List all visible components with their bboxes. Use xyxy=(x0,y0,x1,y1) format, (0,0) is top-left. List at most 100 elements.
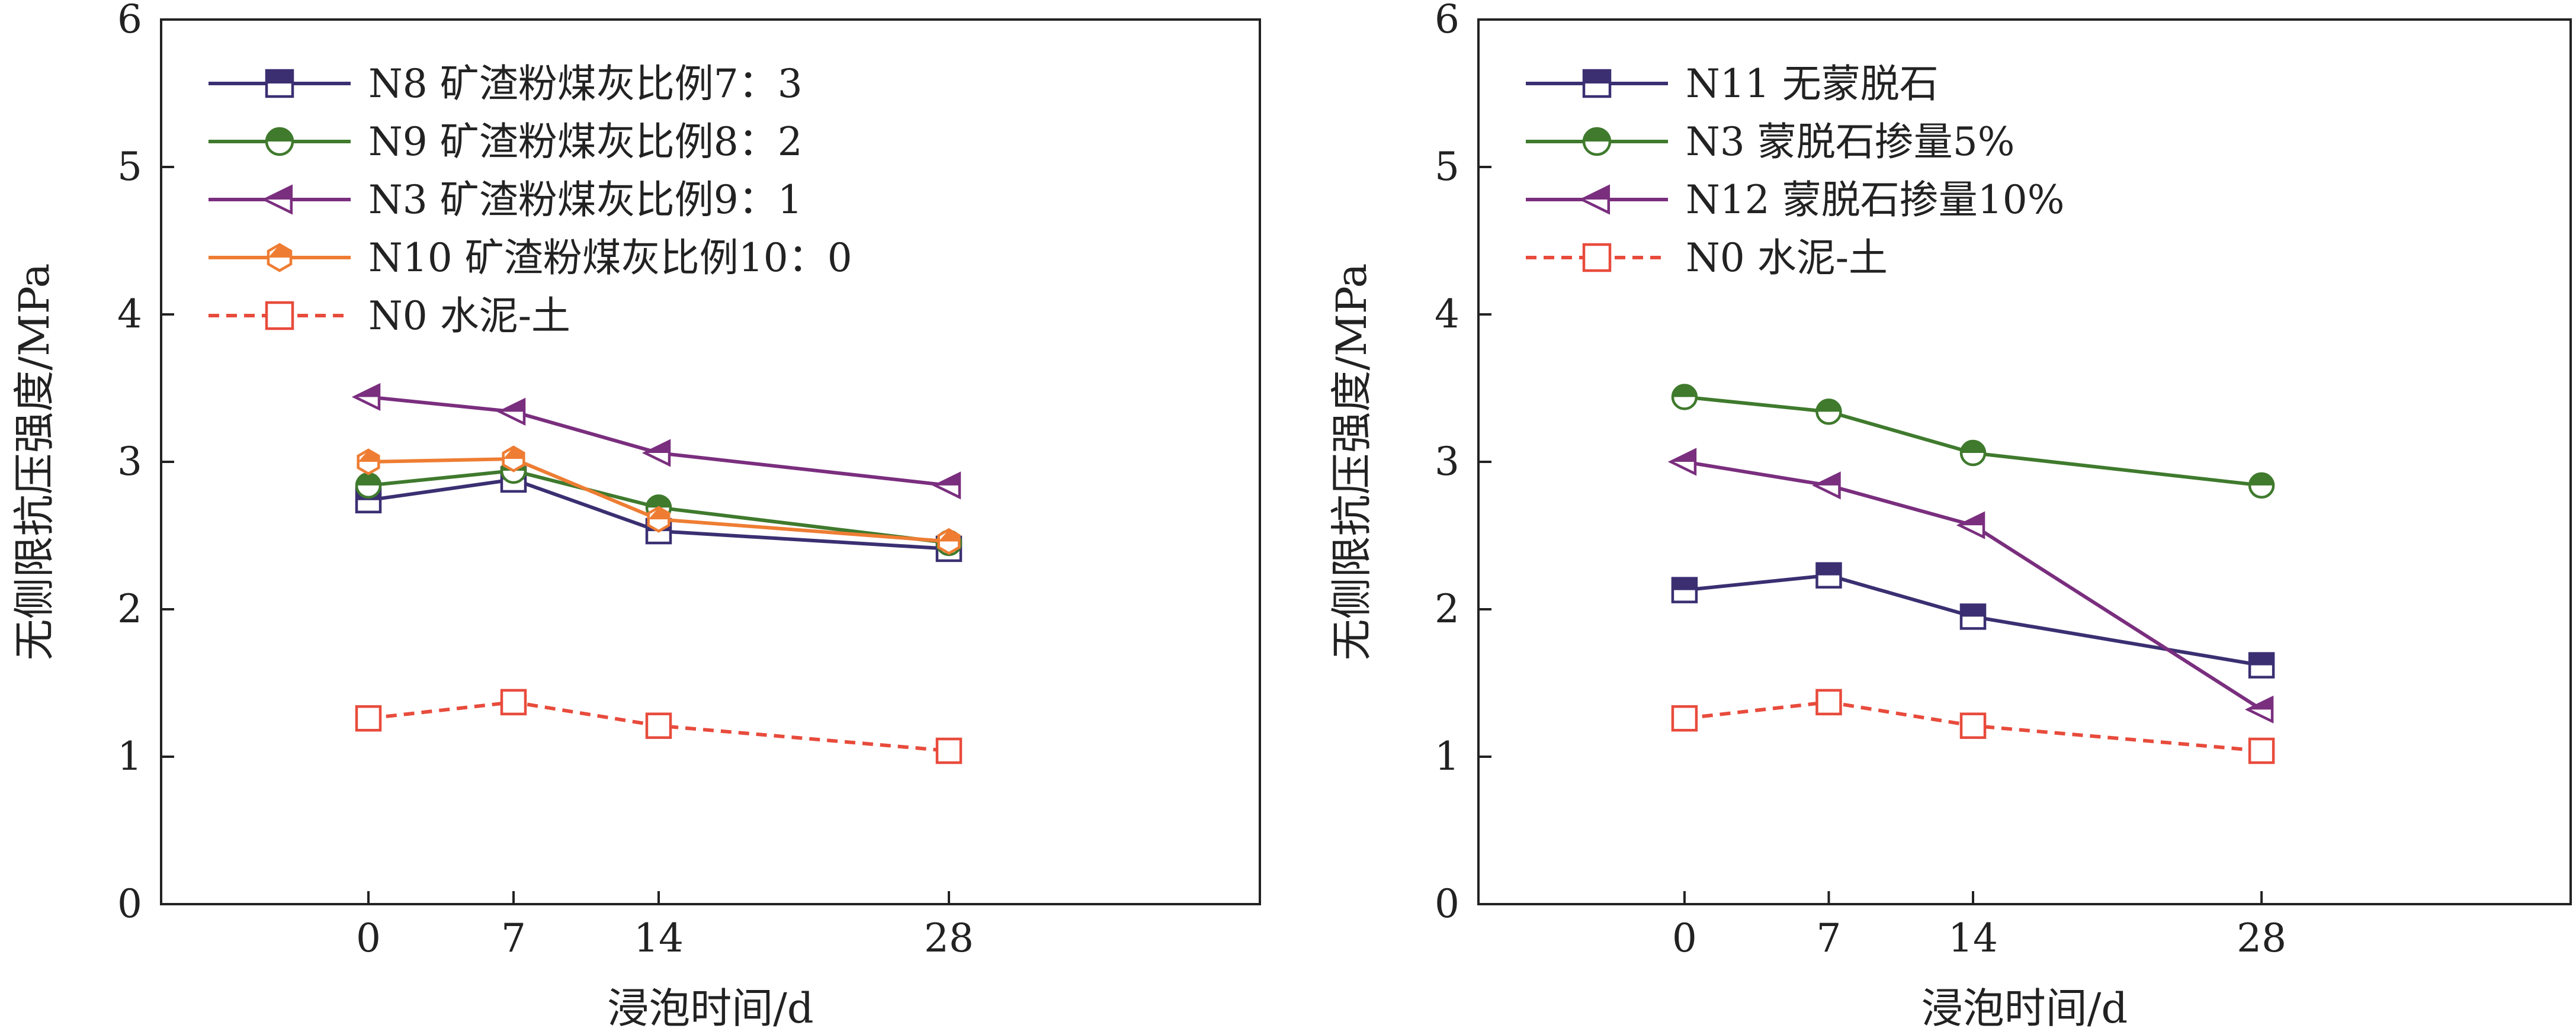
legend-marker-fill xyxy=(1584,128,1610,142)
data-point-fill xyxy=(2250,473,2274,486)
legend-item-3: N3 矿渣粉煤灰比例9：1 xyxy=(208,177,803,223)
x-axis-title: 浸泡时间/d xyxy=(1921,984,2128,1033)
legend-marker-fill xyxy=(1581,187,1609,200)
data-point-fill xyxy=(1670,450,1695,462)
data-point-fill xyxy=(1817,563,1841,576)
x-tick-label: 28 xyxy=(924,915,974,961)
series-line xyxy=(368,477,949,551)
x-axis-title: 浸泡时间/d xyxy=(607,984,813,1033)
series-2 xyxy=(1671,384,2275,499)
x-tick-label: 14 xyxy=(1948,915,1998,961)
chart-panel-1: 0 1 2 3 4 5 6 0 7 14 28 浸泡时间/d 无侧限抗压强度/MPa N8 矿渣粉煤灰比例… xyxy=(10,0,1261,1033)
legend-label: N9 矿渣粉煤灰比例8：2 xyxy=(368,119,803,165)
data-point-fill xyxy=(503,447,524,459)
legend-item-2: N9 矿渣粉煤灰比例8：2 xyxy=(208,119,803,165)
y-tick-label: 0 xyxy=(1435,881,1459,927)
x-tick-label: 28 xyxy=(2237,915,2286,961)
legend-item-3: N12 蒙脱石掺量10% xyxy=(1526,177,2064,223)
y-tick-label: 3 xyxy=(117,439,142,484)
y-tick-label: 1 xyxy=(1435,734,1459,779)
y-tick-label: 5 xyxy=(117,144,142,189)
data-point-fill xyxy=(1672,385,1696,397)
y-axis-title: 无侧限抗压强度/MPa xyxy=(1327,263,1376,661)
data-point-fill xyxy=(647,496,671,508)
legend-label: N3 蒙脱石掺量5% xyxy=(1686,119,2014,165)
data-point-fill xyxy=(1672,578,1696,590)
legend-label: N3 矿渣粉煤灰比例9：1 xyxy=(368,177,803,223)
x-tick-label: 14 xyxy=(634,915,684,961)
data-point-fill xyxy=(645,441,669,454)
series-line xyxy=(368,700,949,753)
data-point-fill xyxy=(1817,400,1841,412)
data-point-fill xyxy=(1815,473,1840,486)
legend-label: N12 蒙脱石掺量10% xyxy=(1686,177,2064,223)
legend-item-1: N8 矿渣粉煤灰比例7：3 xyxy=(208,61,803,107)
legend-label: N10 矿渣粉煤灰比例10：0 xyxy=(368,235,852,281)
y-tick-label: 2 xyxy=(117,586,142,632)
y-tick-label: 6 xyxy=(1435,0,1459,42)
series-line xyxy=(1684,460,2263,711)
data-point-fill xyxy=(2250,653,2274,666)
data-point-fill xyxy=(648,507,669,520)
data-point-fill xyxy=(358,450,379,462)
legend-label: N8 矿渣粉煤灰比例7：3 xyxy=(368,61,803,107)
legend-label: N0 水泥-土 xyxy=(1686,235,1888,281)
series-4 xyxy=(1671,689,2275,764)
data-point-fill xyxy=(2248,698,2273,710)
legend-marker-fill xyxy=(267,128,293,142)
series-line xyxy=(368,457,949,544)
legend-marker-fill xyxy=(268,245,291,258)
data-point-fill xyxy=(500,400,524,412)
data-point xyxy=(935,737,963,764)
y-tick-label: 0 xyxy=(117,881,142,927)
series-line xyxy=(1684,395,2262,487)
x-tick-label: 7 xyxy=(1816,915,1841,961)
data-point-fill xyxy=(935,473,960,486)
series-line xyxy=(1684,700,2262,753)
data-point xyxy=(1671,705,1698,732)
x-tick-label: 0 xyxy=(1672,915,1697,961)
data-point xyxy=(1959,712,1987,739)
y-tick-label: 5 xyxy=(1435,144,1459,189)
series-3 xyxy=(351,382,961,500)
legend-item-4: N0 水泥-土 xyxy=(1526,235,1888,281)
x-tick-label: 0 xyxy=(356,915,381,961)
y-tick-label: 6 xyxy=(117,0,142,42)
data-point-fill xyxy=(1959,513,1984,526)
data-point-fill xyxy=(357,473,380,486)
series-1 xyxy=(1671,562,2275,679)
plot-frame xyxy=(1477,18,2572,905)
data-point-fill xyxy=(938,529,960,542)
legend-marker-fill xyxy=(267,70,293,83)
legend-item-2: N3 蒙脱石掺量5% xyxy=(1526,119,2014,165)
data-point xyxy=(645,712,672,739)
series-4 xyxy=(357,445,961,555)
y-tick-label: 1 xyxy=(117,734,142,779)
series-line xyxy=(368,395,949,487)
legend-marker xyxy=(1582,243,1612,272)
series-5 xyxy=(355,689,963,764)
data-point-fill xyxy=(355,385,379,397)
data-point xyxy=(1815,689,1842,716)
series-3 xyxy=(1667,448,2274,724)
legend-marker-fill xyxy=(1584,70,1610,83)
y-tick-label: 2 xyxy=(1435,586,1459,632)
y-tick-label: 4 xyxy=(1435,291,1459,337)
legend-marker-fill xyxy=(264,187,291,200)
legend-item-4: N10 矿渣粉煤灰比例10：0 xyxy=(208,235,852,281)
legend-label: N0 水泥-土 xyxy=(368,293,570,339)
data-point-fill xyxy=(1961,441,1985,454)
data-point-fill xyxy=(1961,605,1985,617)
legend-item-5: N0 水泥-土 xyxy=(208,293,570,339)
legend-marker xyxy=(265,301,294,330)
data-point xyxy=(2248,737,2275,764)
data-point xyxy=(500,689,527,716)
y-tick-label: 3 xyxy=(1435,439,1459,484)
data-point xyxy=(355,705,382,732)
chart-panel-2: 0 1 2 3 4 5 6 0 7 14 28 浸泡时间/d 无侧限抗压强度/MPa N11 无蒙脱石 N3… xyxy=(1327,0,2572,1033)
x-tick-label: 7 xyxy=(501,915,526,961)
y-axis-title: 无侧限抗压强度/MPa xyxy=(10,263,59,661)
legend-label: N11 无蒙脱石 xyxy=(1686,61,1939,107)
series-line xyxy=(1684,573,2262,667)
